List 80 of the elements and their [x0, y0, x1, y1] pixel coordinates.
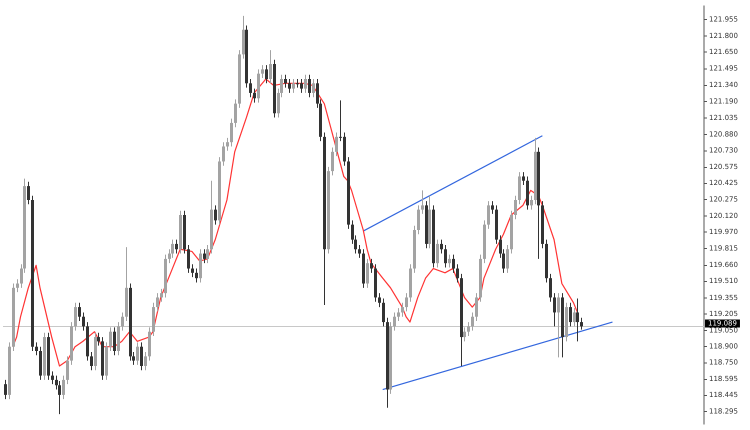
candlestick — [230, 118, 233, 147]
candlestick — [335, 132, 338, 157]
candlestick — [226, 137, 229, 152]
candlestick — [265, 64, 268, 84]
candlestick — [522, 172, 525, 186]
candlestick — [440, 239, 443, 254]
candlestick — [358, 244, 361, 258]
candlestick — [569, 302, 572, 327]
candlestick — [160, 288, 163, 302]
candlestick — [378, 292, 381, 308]
candlestick — [269, 50, 272, 84]
candlestick — [452, 254, 455, 274]
candlestick — [300, 78, 303, 94]
candlestick — [518, 172, 521, 205]
candlestick — [553, 292, 556, 327]
candlestick — [444, 244, 447, 268]
candlestick — [576, 298, 579, 342]
candlestick — [97, 332, 100, 346]
candlestick — [288, 78, 291, 94]
candlestick — [393, 312, 396, 332]
candlestick — [51, 370, 54, 385]
candlestick — [222, 142, 225, 166]
candlestick — [448, 254, 451, 268]
candlestick — [284, 74, 287, 88]
candlestick — [475, 292, 478, 322]
candlestick — [62, 375, 65, 400]
candlestick — [366, 258, 369, 288]
candlestick — [109, 326, 112, 352]
candlestick — [144, 352, 147, 371]
candlestick — [397, 308, 400, 322]
candlestick — [203, 248, 206, 264]
candlestick — [27, 181, 30, 205]
candlestick — [312, 78, 315, 98]
candlestick — [370, 258, 373, 274]
candlestick — [140, 342, 143, 371]
candlestick — [417, 204, 420, 235]
candlestick — [249, 78, 252, 98]
candlestick — [16, 278, 19, 293]
candlestick — [549, 273, 552, 302]
candlestick — [191, 264, 194, 278]
candlestick — [304, 74, 307, 94]
candlestick — [401, 302, 404, 318]
candlestick — [463, 326, 466, 342]
candlestick — [82, 312, 85, 332]
candlestick — [78, 302, 81, 322]
candlestick — [206, 244, 209, 264]
candlestick — [308, 74, 311, 98]
candlestick — [90, 352, 93, 371]
candlestick — [471, 312, 474, 332]
candlestick — [113, 326, 116, 356]
candlestick — [573, 308, 576, 327]
candlestick — [506, 244, 509, 274]
candlestick — [261, 64, 264, 78]
candlestick — [234, 98, 237, 128]
candlestick — [136, 342, 139, 366]
candlestick — [491, 200, 494, 214]
candlestick — [514, 195, 517, 220]
candlestick — [487, 200, 490, 230]
candlestick — [66, 356, 69, 385]
candlestick — [456, 264, 459, 283]
candlestick — [187, 244, 190, 274]
candlestick — [436, 239, 439, 268]
candlestick — [74, 302, 77, 332]
candlestick — [580, 317, 583, 330]
candlestick — [467, 322, 470, 336]
candlestick — [530, 195, 533, 210]
candlestick — [121, 312, 124, 332]
candlestick — [421, 190, 424, 214]
candlestick — [382, 298, 385, 327]
candlestick — [405, 292, 408, 312]
candlestick — [253, 88, 256, 104]
candlestick — [35, 342, 38, 356]
candlestick — [557, 292, 560, 358]
candlestick — [214, 204, 217, 226]
candlestick — [4, 379, 7, 400]
candlestick — [175, 239, 178, 254]
candlestick — [331, 147, 334, 176]
candlestick — [292, 78, 295, 94]
candlestick — [195, 268, 198, 283]
candlestick — [156, 292, 159, 312]
